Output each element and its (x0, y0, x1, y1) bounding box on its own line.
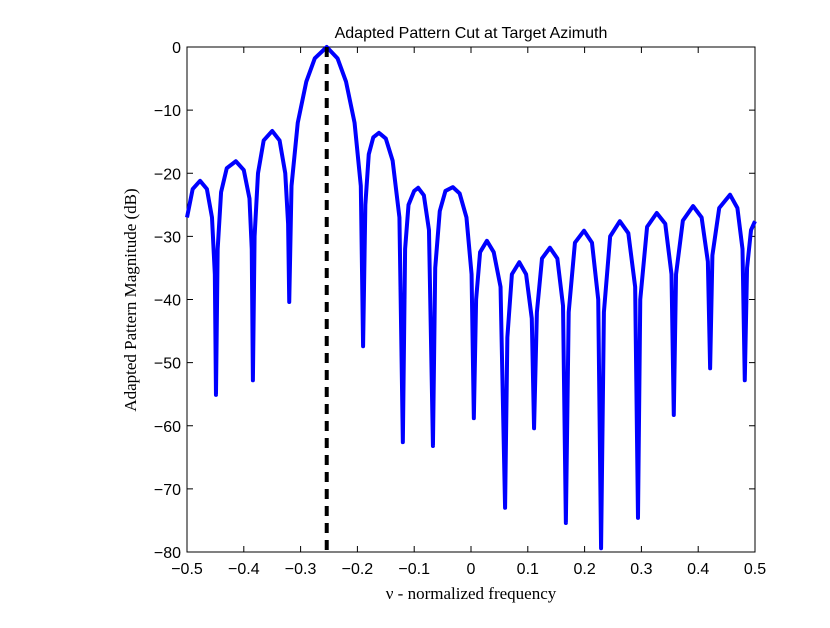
x-tick-label: −0.3 (285, 561, 317, 578)
y-tick-label: −80 (154, 545, 181, 562)
y-tick-label: −70 (154, 482, 181, 499)
y-axis-label: Adapted Pattern Magnitude (dB) (121, 188, 140, 411)
data-line (185, 45, 757, 551)
x-tick-label: 0.2 (573, 561, 595, 578)
x-tick-label: −0.1 (398, 561, 430, 578)
x-tick-label: −0.5 (171, 561, 203, 578)
chart-title: Adapted Pattern Cut at Target Azimuth (335, 25, 608, 42)
y-tick-label: 0 (172, 40, 181, 57)
x-tick-label: 0.5 (744, 561, 766, 578)
y-tick-label: −30 (154, 229, 181, 246)
y-tick-label: −20 (154, 166, 181, 183)
plot-frame (186, 46, 756, 553)
y-tick-label: −50 (154, 356, 181, 373)
y-tick-label: −60 (154, 419, 181, 436)
x-tick-label: −0.2 (342, 561, 374, 578)
x-tick-label: 0.1 (517, 561, 539, 578)
x-tick-label: 0 (467, 561, 476, 578)
y-tick-label: −40 (154, 293, 181, 310)
y-tick-label: −10 (154, 103, 181, 120)
x-tick-label: 0.4 (687, 561, 709, 578)
x-tick-label: −0.4 (228, 561, 260, 578)
x-axis-label: ν - normalized frequency (386, 584, 557, 603)
x-tick-label: 0.3 (630, 561, 652, 578)
